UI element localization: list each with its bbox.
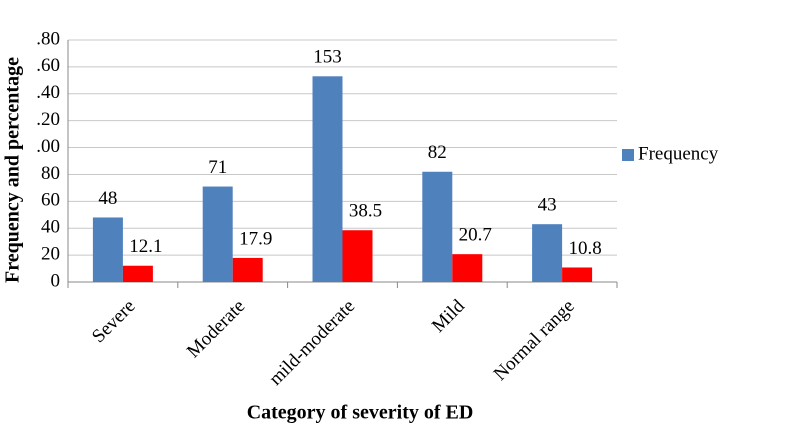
value-label: 17.9	[239, 228, 272, 249]
value-label: 43	[538, 195, 557, 216]
bar	[312, 76, 343, 282]
x-tick-label: Mild	[428, 295, 469, 336]
value-label: 48	[98, 188, 117, 209]
value-label: 38.5	[349, 201, 382, 222]
value-label: 71	[208, 157, 227, 178]
y-tick-label: 20	[41, 243, 60, 264]
x-tick-label: Moderate	[183, 296, 249, 362]
value-label: 153	[313, 47, 342, 68]
y-tick-label: 0	[51, 270, 61, 291]
y-tick-label: .60	[36, 55, 60, 76]
bar	[92, 217, 123, 282]
y-axis-title: Frequency and percentage	[2, 57, 24, 283]
x-axis-title: Category of severity of ED	[247, 402, 474, 424]
bar	[232, 257, 263, 282]
y-tick-label: 60	[41, 190, 60, 211]
bar	[422, 171, 453, 282]
value-label: 10.8	[568, 238, 601, 259]
value-label: 82	[428, 142, 447, 163]
value-label: 20.7	[459, 225, 492, 246]
bar	[562, 267, 593, 282]
x-tick-label: Normal range	[490, 296, 579, 385]
bar	[452, 254, 483, 282]
bar	[532, 224, 563, 282]
y-tick-label: .40	[36, 82, 60, 103]
bar	[342, 230, 373, 282]
y-tick-label: .20	[36, 109, 60, 130]
legend-label: Frequency	[638, 143, 719, 164]
y-tick-label: 80	[41, 163, 60, 184]
y-tick-label: .00	[36, 136, 60, 157]
value-label: 12.1	[129, 236, 162, 257]
x-tick-label: Severe	[88, 296, 139, 347]
x-tick-label: mild-moderate	[265, 296, 359, 390]
bar	[122, 265, 153, 282]
legend-swatch	[622, 149, 634, 161]
bar	[202, 186, 233, 282]
y-tick-label: 40	[41, 217, 60, 238]
y-tick-label: .80	[36, 28, 60, 49]
